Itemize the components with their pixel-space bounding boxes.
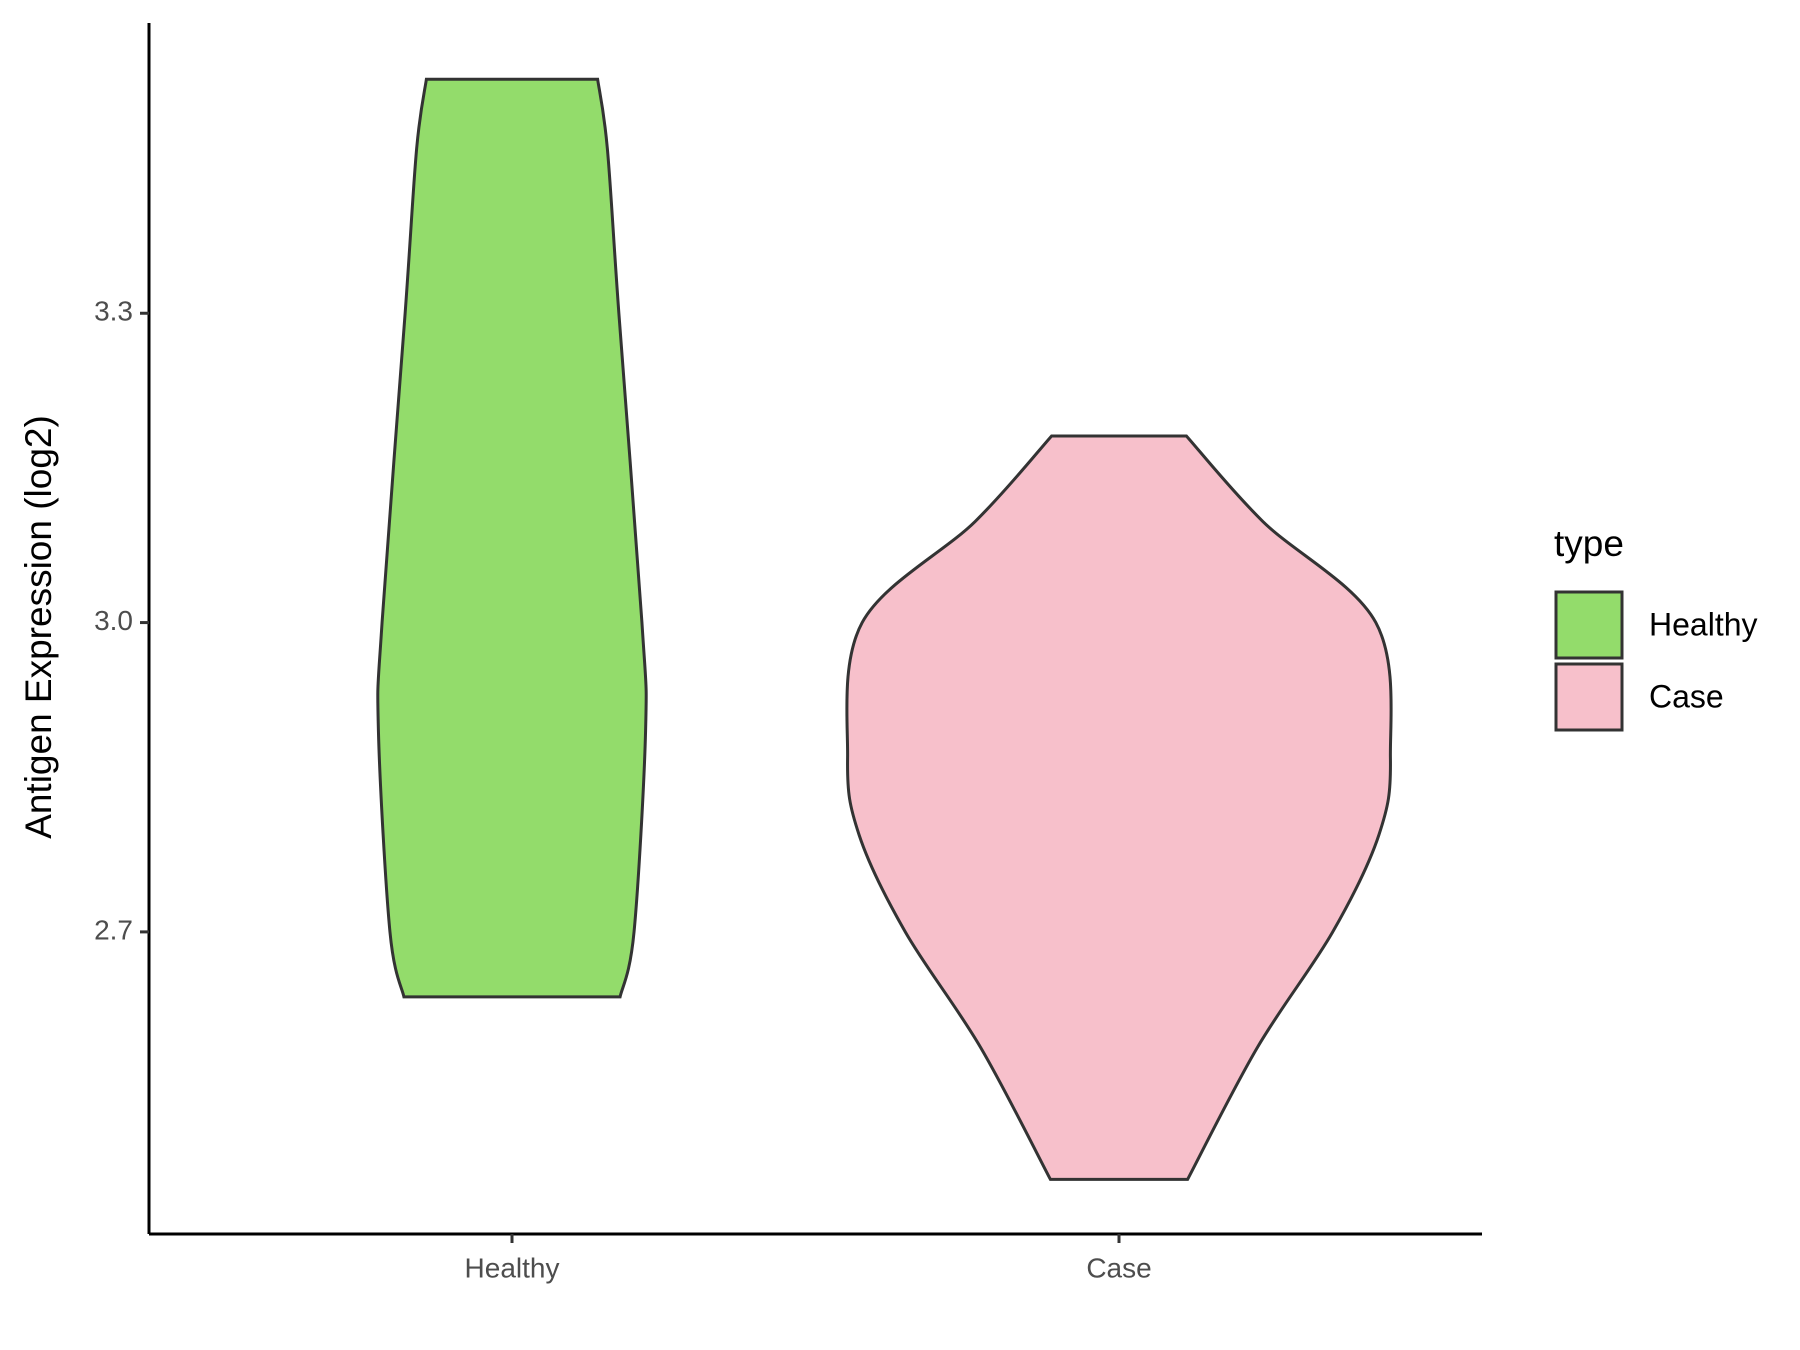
violin xyxy=(376,77,648,999)
y-axis-title: Antigen Expression (log2) xyxy=(18,415,59,839)
legend-title: type xyxy=(1554,523,1624,564)
legend-label: Case xyxy=(1649,678,1724,714)
y-tick-label: 3.3 xyxy=(94,296,133,327)
legend-key xyxy=(1554,662,1624,732)
x-tick-label: Case xyxy=(1086,1252,1151,1283)
legend-label: Healthy xyxy=(1649,606,1758,642)
y-tick-label: 3.0 xyxy=(94,605,133,636)
x-tick-label: Healthy xyxy=(465,1252,560,1283)
y-tick-label: 2.7 xyxy=(94,914,133,945)
legend-key xyxy=(1554,590,1624,660)
violin xyxy=(845,434,1393,1181)
